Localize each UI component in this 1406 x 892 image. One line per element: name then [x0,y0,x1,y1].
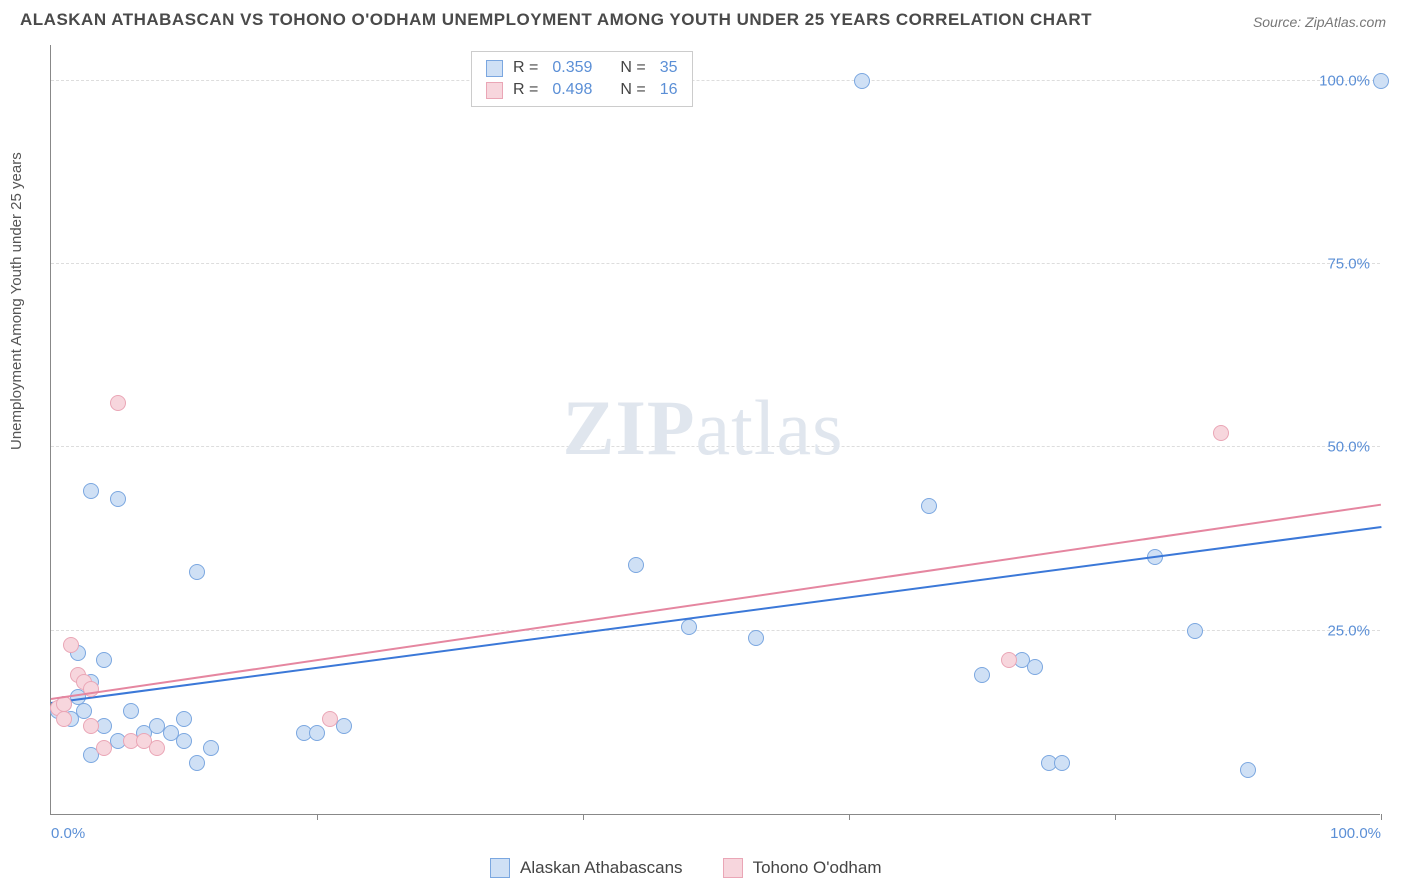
legend-item-tohono: Tohono O'odham [723,858,882,878]
stat-r-label: R = [513,81,538,99]
scatter-point [76,703,92,719]
scatter-point [149,740,165,756]
legend-label-tohono: Tohono O'odham [753,858,882,878]
stat-n-label: N = [620,59,645,77]
scatter-point [1001,652,1017,668]
trend-line [51,504,1381,700]
stat-r-label: R = [513,59,538,77]
scatter-point [96,740,112,756]
gridline-horizontal [51,446,1380,447]
scatter-point [176,711,192,727]
x-tick-mark [317,814,318,820]
scatter-point [974,667,990,683]
scatter-point [1187,623,1203,639]
scatter-point [628,557,644,573]
x-tick-mark [1115,814,1116,820]
gridline-horizontal [51,263,1380,264]
scatter-point [110,395,126,411]
stat-r-value: 0.359 [552,59,592,77]
x-tick-mark [583,814,584,820]
y-tick-label: 25.0% [1327,622,1370,639]
legend-label-athabascan: Alaskan Athabascans [520,858,683,878]
y-tick-label: 100.0% [1319,72,1370,89]
x-tick-label: 0.0% [51,825,85,842]
scatter-point [681,619,697,635]
x-tick-mark [849,814,850,820]
stats-swatch [486,82,503,99]
scatter-point [1373,73,1389,89]
stats-row: R = 0.359 N = 35 [486,57,678,79]
scatter-point [203,740,219,756]
gridline-horizontal [51,80,1380,81]
legend-swatch-athabascan [490,858,510,878]
scatter-point [83,483,99,499]
y-tick-label: 75.0% [1327,256,1370,273]
chart-title: ALASKAN ATHABASCAN VS TOHONO O'ODHAM UNE… [20,10,1092,30]
scatter-point [189,755,205,771]
stats-box: R = 0.359 N = 35 R = 0.498 N = 16 [471,51,693,107]
stats-swatch [486,60,503,77]
trend-line [51,526,1381,704]
scatter-point [63,637,79,653]
gridline-horizontal [51,630,1380,631]
y-axis-label: Unemployment Among Youth under 25 years [8,152,25,450]
bottom-legend: Alaskan Athabascans Tohono O'odham [490,858,882,878]
scatter-point [83,718,99,734]
scatter-point [921,498,937,514]
stat-n-value: 16 [660,81,678,99]
x-tick-mark [1381,814,1382,820]
scatter-point [309,725,325,741]
scatter-point [176,733,192,749]
scatter-point [96,652,112,668]
scatter-point [189,564,205,580]
scatter-point [322,711,338,727]
legend-item-athabascan: Alaskan Athabascans [490,858,683,878]
stat-n-label: N = [620,81,645,99]
x-tick-label: 100.0% [1330,825,1381,842]
scatter-point [1054,755,1070,771]
source-label: Source: ZipAtlas.com [1253,14,1386,30]
stats-row: R = 0.498 N = 16 [486,79,678,101]
scatter-point [854,73,870,89]
legend-swatch-tohono [723,858,743,878]
scatter-point [1240,762,1256,778]
scatter-point [123,703,139,719]
scatter-point [1027,659,1043,675]
scatter-point [110,491,126,507]
scatter-point [1213,425,1229,441]
y-tick-label: 50.0% [1327,439,1370,456]
stat-n-value: 35 [660,59,678,77]
stat-r-value: 0.498 [552,81,592,99]
scatter-point [748,630,764,646]
plot-area: 25.0%50.0%75.0%100.0%0.0%100.0%R =0.359N… [50,45,1380,815]
scatter-point [56,711,72,727]
